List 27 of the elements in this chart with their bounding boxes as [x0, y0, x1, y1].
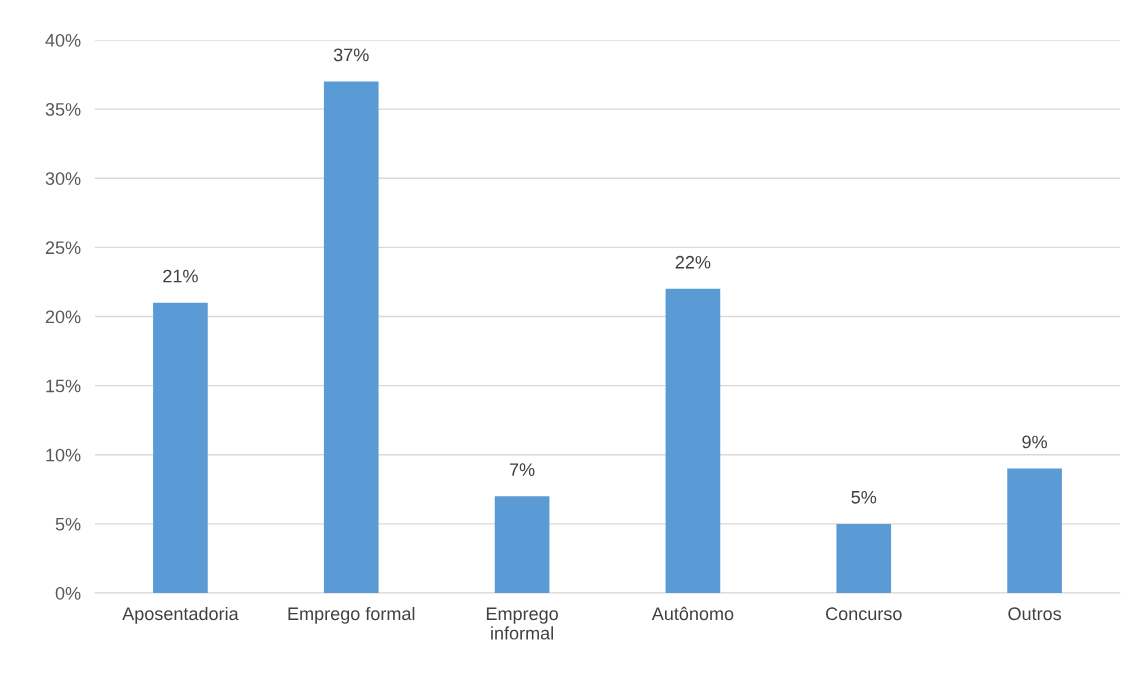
x-tick-label: Concurso [826, 607, 902, 621]
y-tick-label: 5% [55, 517, 81, 531]
bar [153, 302, 208, 593]
data-label: 5% [851, 490, 877, 504]
y-tick-label: 20% [45, 310, 81, 324]
y-tick-label: 30% [45, 172, 81, 185]
y-tick-label: 35% [45, 103, 81, 116]
data-label: 37% [333, 48, 369, 62]
y-tick-label: 0% [55, 586, 81, 600]
x-tick-label: Emprego formal [288, 606, 415, 624]
y-tick-label: 15% [46, 379, 81, 393]
data-label: 9% [1022, 435, 1047, 449]
bar [1007, 468, 1062, 593]
data-label: 22% [675, 255, 711, 269]
y-tick-label: 25% [45, 241, 81, 255]
bar [494, 496, 550, 593]
bar [665, 288, 721, 593]
y-tick-label: 40% [45, 33, 81, 47]
y-tick-label: 10% [46, 448, 81, 462]
bar [323, 81, 379, 593]
x-tick-label: Autônomo [651, 606, 734, 621]
x-tick-label: Emprego informal [486, 607, 558, 640]
x-tick-label: Aposentadoria [122, 606, 239, 624]
x-tick-label: Outros [1008, 607, 1062, 621]
data-label: 21% [163, 269, 198, 283]
bar [836, 523, 892, 593]
data-label: 7% [509, 463, 535, 476]
